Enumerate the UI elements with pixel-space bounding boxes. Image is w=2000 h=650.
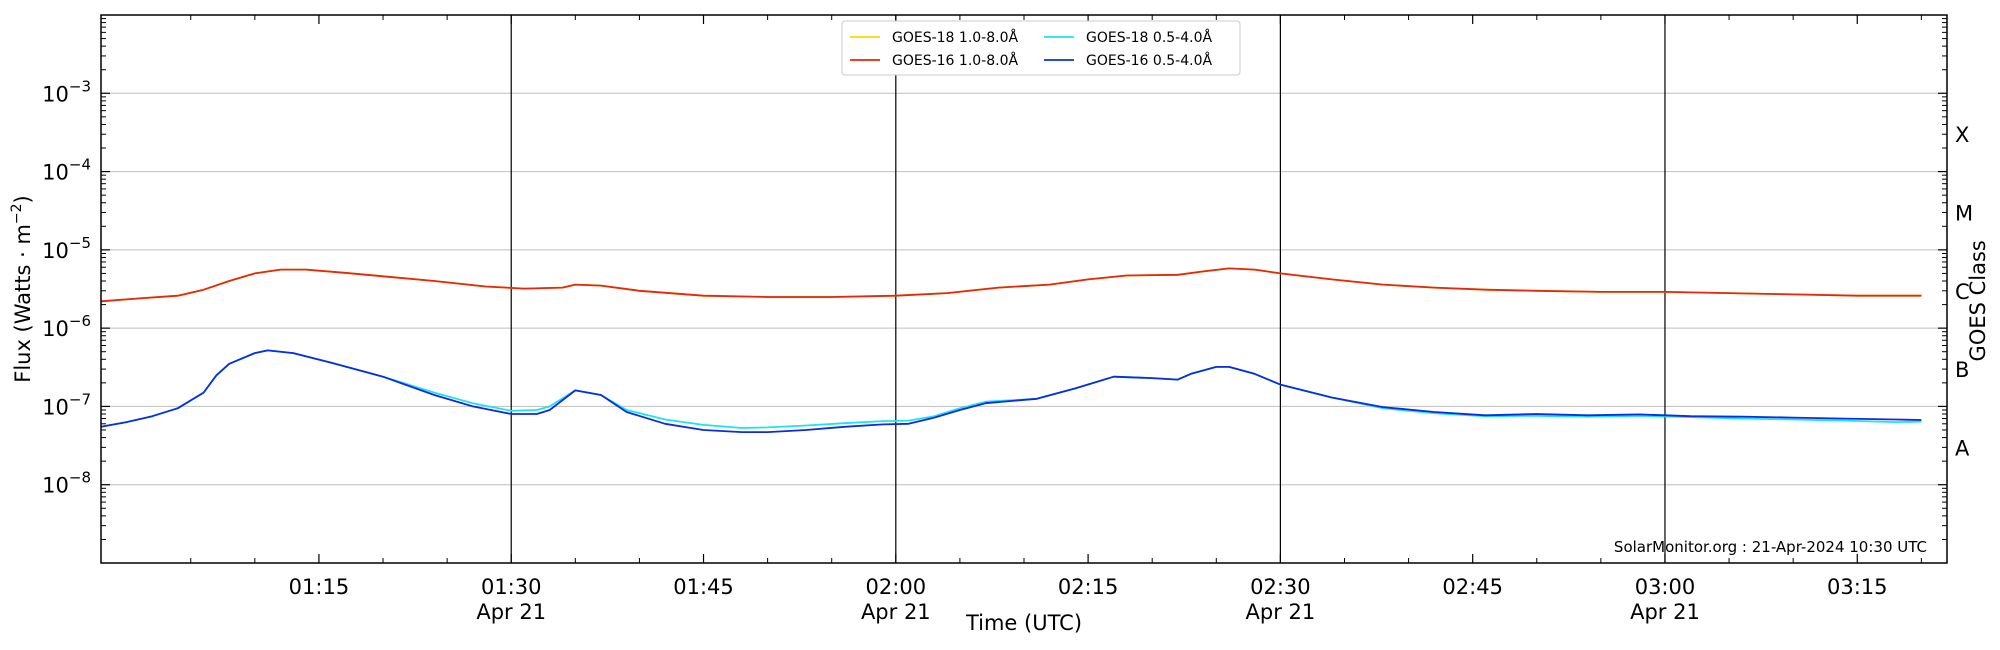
legend: GOES-18 1.0-8.0Å GOES-16 1.0-8.0Å GOES-18 … xyxy=(841,20,1241,76)
y-tick-base: 10 xyxy=(42,82,69,106)
x-tick-label: 02:15 xyxy=(1058,575,1119,599)
y-tick-base: 10 xyxy=(42,395,69,419)
series-lines xyxy=(100,267,1922,433)
y-tick-exponent: −4 xyxy=(69,156,91,174)
goes-class-label: C xyxy=(1955,280,1970,304)
y-tick-base: 10 xyxy=(42,161,69,185)
plot-area xyxy=(101,15,1947,563)
series-line xyxy=(100,267,1922,303)
x-axis-label: Time (UTC) xyxy=(965,611,1082,635)
y-tick-label: 10−7 xyxy=(42,390,91,419)
x-tick-label: 02:45 xyxy=(1442,575,1503,599)
day-marker-lines xyxy=(510,15,1666,563)
x-tick-label: 01:15 xyxy=(289,575,350,599)
y-axis-label-main: Flux (Watts · m xyxy=(11,224,35,383)
x-tick-label: 03:00 xyxy=(1635,575,1696,599)
legend-label: GOES-16 0.5-4.0Å xyxy=(1086,52,1212,69)
y-tick-label: 10−5 xyxy=(42,234,91,263)
x-tick-label: 01:45 xyxy=(673,575,734,599)
y-axis-label-exponent: −2 xyxy=(9,203,25,224)
y-tick-exponent: −5 xyxy=(69,234,91,252)
y-tick-label: 10−6 xyxy=(42,312,91,341)
y-tick-base: 10 xyxy=(42,474,69,498)
y-tick-label: 10−8 xyxy=(42,469,91,498)
legend-label: GOES-18 0.5-4.0Å xyxy=(1086,29,1212,46)
goes-class-label: X xyxy=(1955,123,1969,147)
y-tick-label: 10−3 xyxy=(42,77,91,106)
y-tick-exponent: −8 xyxy=(69,469,91,487)
y-tick-exponent: −7 xyxy=(69,390,91,408)
y2-axis-label: GOES Class xyxy=(1966,240,1990,361)
x-tick-sublabel: Apr 21 xyxy=(1246,600,1316,624)
series-line xyxy=(100,349,1922,433)
credit-text: SolarMonitor.org : 21-Apr-2024 10:30 UTC xyxy=(1614,538,1927,556)
x-tick-label: 02:30 xyxy=(1250,575,1311,599)
x-tick-sublabel: Apr 21 xyxy=(861,600,931,624)
y-axis-ticks: 10−310−410−510−610−710−8 xyxy=(42,18,1947,540)
y-axis-label: Flux (Watts · m−2) xyxy=(9,195,35,383)
goes-class-label: A xyxy=(1955,436,1970,460)
x-tick-label: 01:30 xyxy=(481,575,542,599)
grid-lines xyxy=(101,92,1947,486)
x-tick-label: 03:15 xyxy=(1827,575,1888,599)
y-tick-base: 10 xyxy=(42,239,69,263)
goes-class-label: M xyxy=(1955,202,1973,226)
x-tick-sublabel: Apr 21 xyxy=(476,600,546,624)
goes-class-label: B xyxy=(1955,358,1969,382)
legend-box xyxy=(841,20,1241,76)
y-tick-label: 10−4 xyxy=(42,156,91,185)
legend-label: GOES-18 1.0-8.0Å xyxy=(892,29,1018,46)
y-tick-exponent: −6 xyxy=(69,312,91,330)
y-tick-exponent: −3 xyxy=(69,77,91,95)
x-tick-sublabel: Apr 21 xyxy=(1630,600,1700,624)
x-tick-label: 02:00 xyxy=(866,575,927,599)
legend-label: GOES-16 1.0-8.0Å xyxy=(892,52,1018,69)
goes-class-labels: X M C B A xyxy=(1955,123,1973,460)
y-tick-base: 10 xyxy=(42,317,69,341)
y-axis-label-end: ) xyxy=(11,195,35,203)
